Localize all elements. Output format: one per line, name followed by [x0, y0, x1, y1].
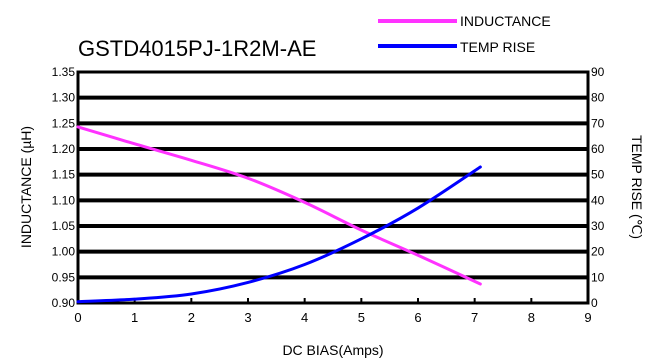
legend-label-inductance: INDUCTANCE — [460, 13, 551, 29]
x-tick-label: 1 — [131, 310, 138, 325]
x-tick-label: 6 — [414, 310, 421, 325]
series-lines — [76, 125, 482, 304]
x-tick-labels: 0 1 2 3 4 5 6 7 8 9 — [74, 298, 592, 325]
y-right-tick-label: 50 — [591, 168, 605, 182]
legend: INDUCTANCE TEMP RISE — [378, 13, 551, 55]
y-left-tick-label: 1.25 — [52, 116, 76, 130]
y-right-axis-label: TEMP RISE (℃) — [629, 135, 645, 239]
y-left-tick-label: 1.05 — [52, 219, 76, 233]
y-right-tick-label: 0 — [591, 296, 598, 310]
x-tick-label: 2 — [188, 310, 195, 325]
legend-label-temp-rise: TEMP RISE — [460, 39, 535, 55]
y-right-tick-labels: 0 10 20 30 40 50 60 70 80 90 — [591, 65, 605, 310]
y-left-tick-label: 1.20 — [52, 142, 76, 156]
y-left-tick-labels: 0.90 0.95 1.00 1.05 1.10 1.15 1.20 1.25 1.30 1.35 — [52, 65, 76, 310]
y-right-tick-label: 70 — [591, 116, 605, 130]
chart-title: GSTD4015PJ-1R2M-AE — [78, 36, 316, 61]
x-axis-label: DC BIAS(Amps) — [282, 342, 383, 358]
y-right-tick-label: 10 — [591, 270, 605, 284]
y-left-tick-label: 1.35 — [52, 65, 76, 79]
x-tick-label: 8 — [528, 310, 535, 325]
y-left-tick-label: 1.15 — [52, 168, 76, 182]
series-line-temp-rise — [76, 165, 482, 304]
y-left-tick-label: 1.00 — [52, 245, 76, 259]
x-tick-label: 4 — [301, 310, 308, 325]
gridlines — [78, 95, 588, 280]
y-right-tick-label: 40 — [591, 193, 605, 207]
x-tick-label: 0 — [74, 310, 81, 325]
y-left-tick-label: 0.95 — [52, 270, 76, 284]
y-left-tick-label: 1.10 — [52, 193, 76, 207]
y-right-tick-label: 60 — [591, 142, 605, 156]
x-tick-label: 9 — [584, 310, 591, 325]
x-tick-label: 7 — [471, 310, 478, 325]
y-left-tick-label: 0.90 — [52, 296, 76, 310]
plot-frame — [76, 70, 590, 305]
y-right-tick-label: 80 — [591, 91, 605, 105]
x-tick-label: 5 — [358, 310, 365, 325]
y-right-tick-label: 90 — [591, 65, 605, 79]
y-left-tick-label: 1.30 — [52, 91, 76, 105]
y-right-tick-label: 30 — [591, 219, 605, 233]
y-right-tick-label: 20 — [591, 245, 605, 259]
y-left-axis-label: INDUCTANCE (µH) — [18, 126, 34, 248]
series-line-inductance — [76, 125, 482, 286]
x-tick-label: 3 — [244, 310, 251, 325]
